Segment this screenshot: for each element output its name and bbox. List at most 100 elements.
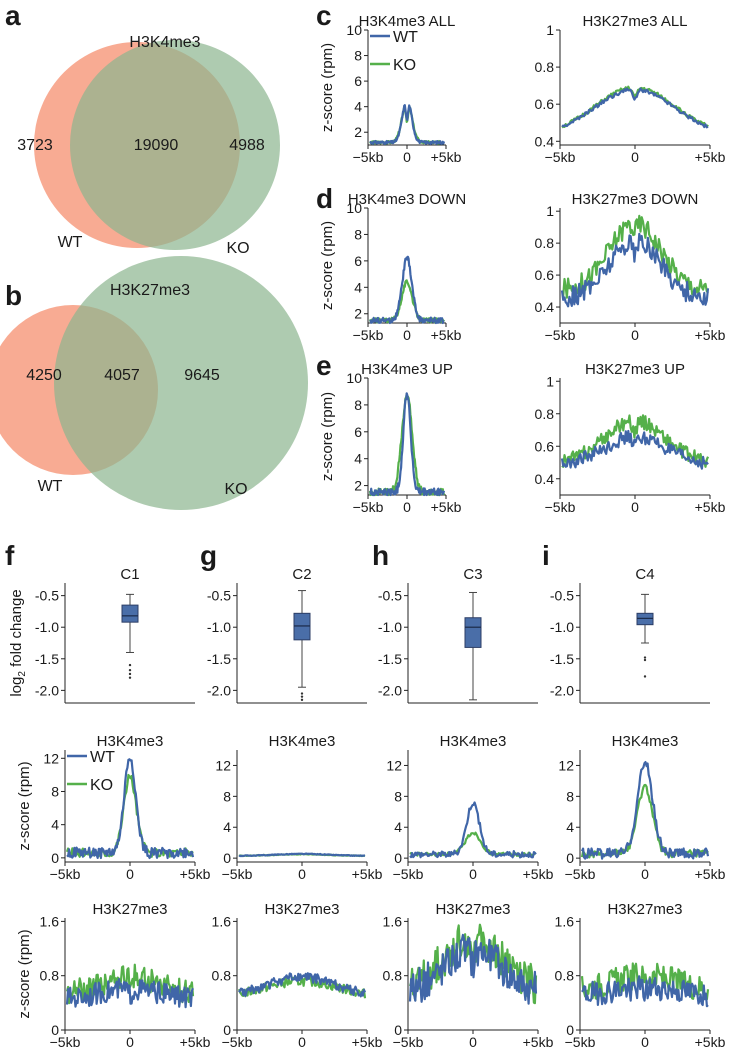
y-tick-label: -2.0 [207,682,231,698]
y-tick-label: 0.4 [535,471,555,487]
y-tick-label: -1.5 [35,651,59,667]
y-tick-label: 0 [51,850,59,866]
outlier-point [128,668,132,672]
venn-circle-ko [54,256,308,510]
panel-letter-b: b [5,280,22,311]
chart-title: H3K27me3 [264,901,339,918]
chart-title: H3K4me3 DOWN [348,191,466,208]
chart-c2: H3K27me3 ALL 0.4 0.6 0.8 1 −5kb 0 +5kb [535,13,726,165]
chart-e2: H3K27me3 UP 0.4 0.6 0.8 1 −5kb 0 +5kb [535,361,726,515]
chart-h-box: C3 -0.5 -1.0 -1.5 -2.0 [378,566,538,704]
legend-label-ko: KO [90,777,113,794]
y-tick-label: 12 [558,757,574,773]
x-tick-label: +5kb [695,149,726,165]
y-tick-label: 10 [346,370,362,386]
series-line-wt [581,975,709,1008]
y-tick-label: -0.5 [207,588,231,604]
x-tick-label: +5kb [695,866,726,882]
series-line-ko [65,773,194,858]
y-axis-label: z-score (rpm) [16,761,33,850]
x-tick-label: 0 [631,149,639,165]
outlier-point [128,663,132,667]
outlier-point [128,672,132,676]
y-tick-label: -1.5 [207,651,231,667]
chart-title: H3K27me3 UP [585,361,685,378]
x-tick-label: +5kb [352,1034,383,1050]
venn-count-overlap: 19090 [134,137,179,154]
chart-title: C2 [292,566,311,583]
y-tick-label: 1.6 [40,913,60,929]
chart-title: C1 [120,566,139,583]
y-tick-label: -0.5 [550,588,574,604]
outlier-point [300,692,304,695]
y-tick-label: -1.5 [378,651,402,667]
series-line-wt [560,232,710,308]
y-tick-label: 0 [394,1022,402,1038]
venn-circle-ko [70,40,280,250]
series-line-wt [560,429,709,470]
panel-letter-e: e [316,350,332,381]
venn-title: H3K27me3 [110,282,190,299]
y-tick-label: 8 [354,397,362,413]
series-line-wt [369,255,445,325]
y-tick-label: -1.0 [207,619,231,635]
x-tick-label: 0 [469,866,477,882]
y-tick-label: 0.6 [535,96,555,112]
x-tick-label: −5kb [565,866,596,882]
y-tick-label: 10 [346,22,362,38]
y-tick-label: 8 [394,788,402,804]
venn-count-wt-only: 3723 [17,137,53,154]
y-tick-label: -0.5 [378,588,402,604]
chart-i-box: C4 -0.5 -1.0 -1.5 -2.0 [550,566,710,704]
x-tick-label: −5kb [545,499,576,515]
venn-label-ko: KO [226,240,249,257]
series-line-wt [369,104,446,145]
y-tick-label: 0.8 [40,968,60,984]
x-tick-label: +5kb [695,499,726,515]
y-tick-label: 4 [354,99,362,115]
outlier-point [300,695,304,698]
x-tick-label: 0 [641,866,649,882]
x-tick-label: +5kb [695,1034,726,1050]
y-axis-label: z-score (rpm) [319,392,336,481]
outlier-point [128,676,132,679]
chart-title: H3K4me3 ALL [359,13,456,30]
chart-title: H3K27me3 [435,901,510,918]
chart-d1: H3K4me3 DOWN 2 4 6 8 10 −5kb 0 +5kb z-score (rpm) [319,191,466,343]
venn-count-ko-only: 9645 [184,367,220,384]
panel-letter-d: d [316,183,333,214]
y-tick-label: 0.6 [535,438,555,454]
series-line-wt [409,801,537,859]
y-tick-label: 0 [394,850,402,866]
box-iqr [293,612,311,641]
y-tick-label: 6 [354,253,362,269]
y-tick-label: 0.8 [555,968,575,984]
y-tick-label: 8 [354,48,362,64]
legend-label-wt: WT [90,749,115,766]
x-tick-label: 0 [631,499,639,515]
x-tick-label: 0 [403,149,411,165]
y-tick-label: -2.0 [378,682,402,698]
chart-title: H3K4me3 UP [361,361,453,378]
legend-label-wt: WT [393,29,418,46]
x-tick-label: 0 [641,1034,649,1050]
y-tick-label: 4 [223,819,231,835]
y-tick-label: 4 [51,817,59,833]
x-tick-label: 0 [403,499,411,515]
y-tick-label: 2 [354,124,362,140]
venn-title: H3K4me3 [129,34,200,51]
x-tick-label: −5kb [222,866,253,882]
chart-d2: H3K27me3 DOWN 0.4 0.6 0.8 1 −5kb 0 +5kb [535,191,726,343]
chart-e1: H3K4me3 UP 2 4 6 8 10 −5kb 0 +5kb z-score (rpm) [319,361,462,515]
y-axis-label: z-score (rpm) [319,43,336,132]
y-tick-label: 0.8 [535,406,555,422]
outlier-point [300,698,304,702]
y-tick-label: 1 [546,203,554,219]
